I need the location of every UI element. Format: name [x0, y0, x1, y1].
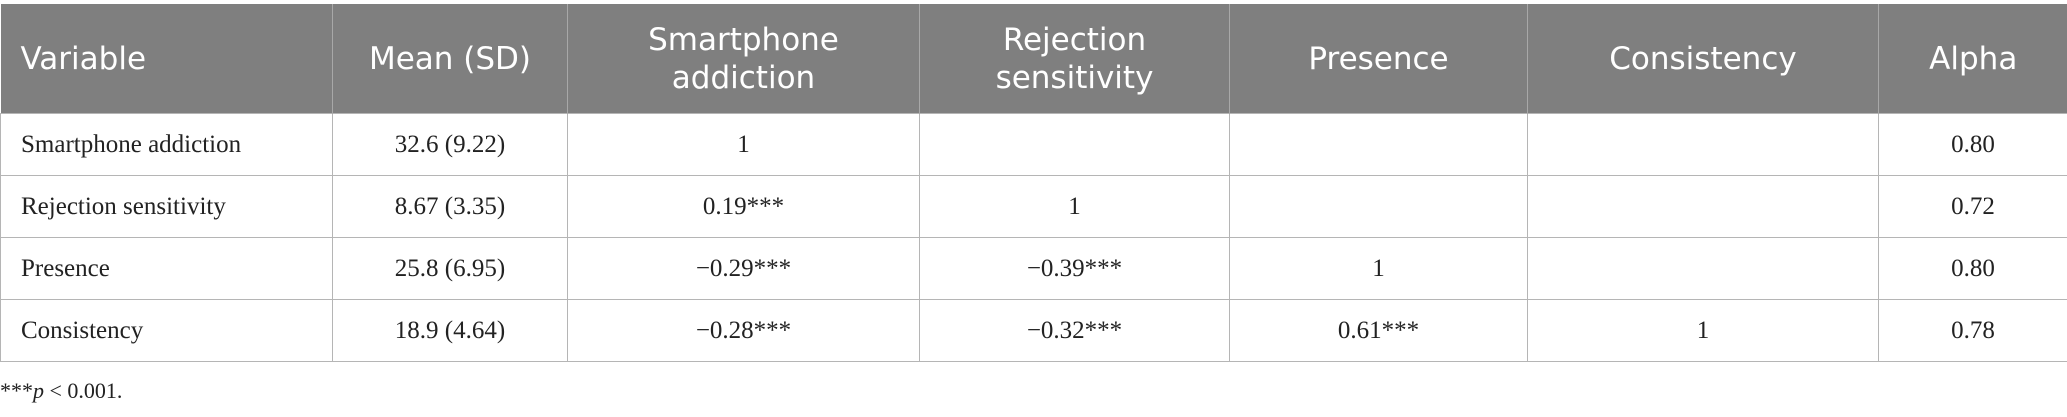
- table-cell: 0.78: [1878, 299, 2067, 362]
- footnote-stars: ***: [0, 378, 33, 403]
- table-cell: Rejection sensitivity: [0, 175, 333, 238]
- table-cell: 0.19***: [567, 175, 920, 238]
- header-cell: Smartphone addiction: [567, 4, 920, 114]
- table-body: Smartphone addiction 32.6 (9.22) 1 0.80 Reje…: [0, 113, 2067, 362]
- table-row: Consistency 18.9 (4.64) −0.28*** −0.32*** 0.…: [0, 299, 2067, 362]
- table-cell: −0.29***: [567, 237, 920, 300]
- table-cell: [1527, 175, 1879, 238]
- footnote: ***p < 0.001.: [0, 378, 122, 404]
- table-cell: 0.80: [1878, 237, 2067, 300]
- table-cell: 18.9 (4.64): [332, 299, 568, 362]
- header-cell: Presence: [1229, 4, 1528, 114]
- table-cell: −0.39***: [919, 237, 1230, 300]
- table-cell: 25.8 (6.95): [332, 237, 568, 300]
- table-cell: 0.61***: [1229, 299, 1528, 362]
- table-cell: 1: [919, 175, 1230, 238]
- table-cell: 1: [1527, 299, 1879, 362]
- table-cell: [919, 113, 1230, 176]
- header-row: Variable Mean (SD) Smartphone addiction Rej…: [0, 4, 2067, 114]
- header-cell: Rejection sensitivity: [919, 4, 1230, 114]
- table-cell: −0.32***: [919, 299, 1230, 362]
- footnote-text: < 0.001.: [44, 378, 123, 403]
- table-cell: Consistency: [0, 299, 333, 362]
- table-cell: 0.72: [1878, 175, 2067, 238]
- correlation-table: Variable Mean (SD) Smartphone addiction Rej…: [0, 4, 2067, 362]
- header-cell: Alpha: [1878, 4, 2067, 114]
- table-cell: −0.28***: [567, 299, 920, 362]
- table-cell: 1: [1229, 237, 1528, 300]
- header-cell: Consistency: [1527, 4, 1879, 114]
- table-cell: 0.80: [1878, 113, 2067, 176]
- header-cell: Mean (SD): [332, 4, 568, 114]
- table-cell: [1229, 175, 1528, 238]
- table-row: Smartphone addiction 32.6 (9.22) 1 0.80: [0, 113, 2067, 176]
- table-cell: 1: [567, 113, 920, 176]
- table-cell: Smartphone addiction: [0, 113, 333, 176]
- table-row: Presence 25.8 (6.95) −0.29*** −0.39*** 1 0.80: [0, 237, 2067, 300]
- table-cell: 32.6 (9.22): [332, 113, 568, 176]
- table-cell: [1527, 237, 1879, 300]
- table-cell: [1527, 113, 1879, 176]
- footnote-p: p: [33, 378, 44, 403]
- table-cell: [1229, 113, 1528, 176]
- table-cell: Presence: [0, 237, 333, 300]
- header-cell: Variable: [0, 4, 333, 114]
- table-row: Rejection sensitivity 8.67 (3.35) 0.19*** 1…: [0, 175, 2067, 238]
- table-cell: 8.67 (3.35): [332, 175, 568, 238]
